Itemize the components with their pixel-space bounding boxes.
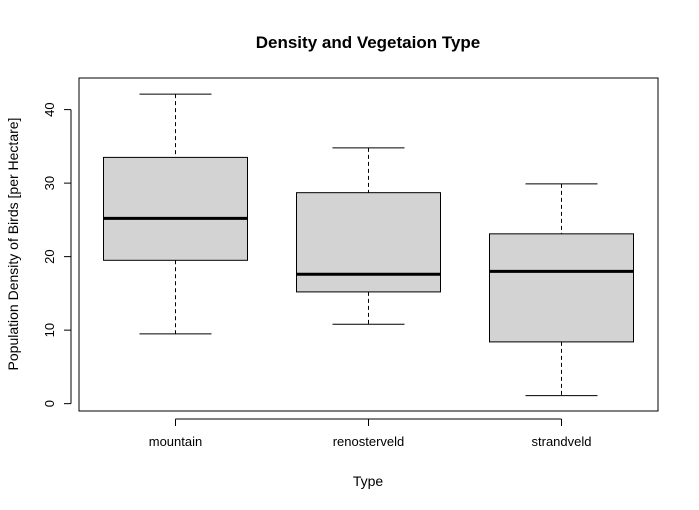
iqr-box bbox=[296, 192, 441, 293]
y-axis-label: Population Density of Birds [per Hectare… bbox=[5, 118, 21, 371]
y-tick-label: 30 bbox=[42, 176, 57, 190]
x-tick-label: strandveld bbox=[532, 434, 592, 449]
x-axis: mountain renosterveld strandveld bbox=[149, 418, 592, 449]
y-tick-label: 40 bbox=[42, 102, 57, 116]
box-mountain bbox=[103, 93, 248, 335]
box-renosterveld bbox=[296, 147, 441, 325]
box-strandveld bbox=[489, 183, 634, 397]
boxes bbox=[103, 93, 634, 397]
plot-frame bbox=[78, 77, 659, 412]
x-tick-label: mountain bbox=[149, 434, 202, 449]
y-axis: 0 10 20 30 40 bbox=[42, 102, 72, 407]
x-tick-label: renosterveld bbox=[333, 434, 405, 449]
x-axis-label: Type bbox=[353, 473, 384, 489]
y-tick-label: 0 bbox=[42, 400, 57, 407]
iqr-box bbox=[489, 233, 634, 343]
iqr-box bbox=[103, 156, 248, 261]
y-tick-label: 10 bbox=[42, 323, 57, 337]
chart-title: Density and Vegetaion Type bbox=[256, 33, 481, 52]
y-tick-label: 20 bbox=[42, 249, 57, 263]
